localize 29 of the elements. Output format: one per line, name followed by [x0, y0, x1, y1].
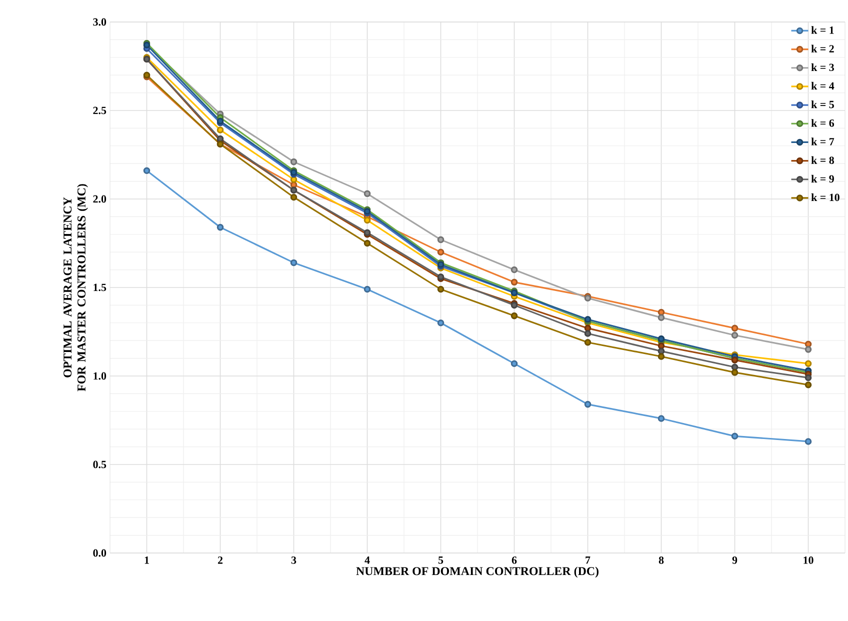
legend-label: k = 5 — [811, 100, 834, 108]
y-tick-label: 2.5 — [93, 106, 106, 114]
x-tick-label: 8 — [658, 556, 664, 564]
x-tick-label: 10 — [804, 556, 814, 564]
legend-label: k = 6 — [811, 119, 834, 127]
x-tick-label: 9 — [732, 556, 738, 564]
y-tick-label: 0.0 — [93, 549, 106, 557]
y-axis-title: OPTIMAL AVERAGE LATENCY FOR MASTER CONTROLLERS (MC) — [64, 184, 88, 392]
x-tick-label: 5 — [438, 556, 444, 564]
legend-label: k = 9 — [811, 174, 834, 183]
legend-label: k = 4 — [811, 82, 834, 90]
legend-label: k = 3 — [811, 63, 834, 72]
legend-label: k = 8 — [811, 156, 834, 164]
x-tick-label: 1 — [144, 556, 149, 564]
legend-label: k = 1 — [811, 26, 834, 34]
legend-label: k = 10 — [811, 193, 840, 202]
x-tick-label: 7 — [586, 556, 590, 564]
x-tick-label: 3 — [291, 556, 296, 564]
x-tick-label: 2 — [218, 556, 223, 564]
y-tick-label: 0.5 — [93, 460, 106, 468]
y-tick-label: 1.0 — [94, 372, 106, 380]
x-tick-label: 6 — [512, 556, 517, 564]
x-axis-title: NUMBER OF DOMAIN CONTROLLER (DC) — [356, 566, 598, 578]
y-tick-label: 2.0 — [93, 195, 106, 203]
legend-label: k = 2 — [811, 44, 834, 52]
x-tick-label: 4 — [364, 556, 370, 564]
y-tick-label: 1.5 — [94, 284, 106, 292]
y-tick-label: 3.0 — [93, 18, 106, 26]
legend-label: k = 7 — [811, 138, 834, 146]
